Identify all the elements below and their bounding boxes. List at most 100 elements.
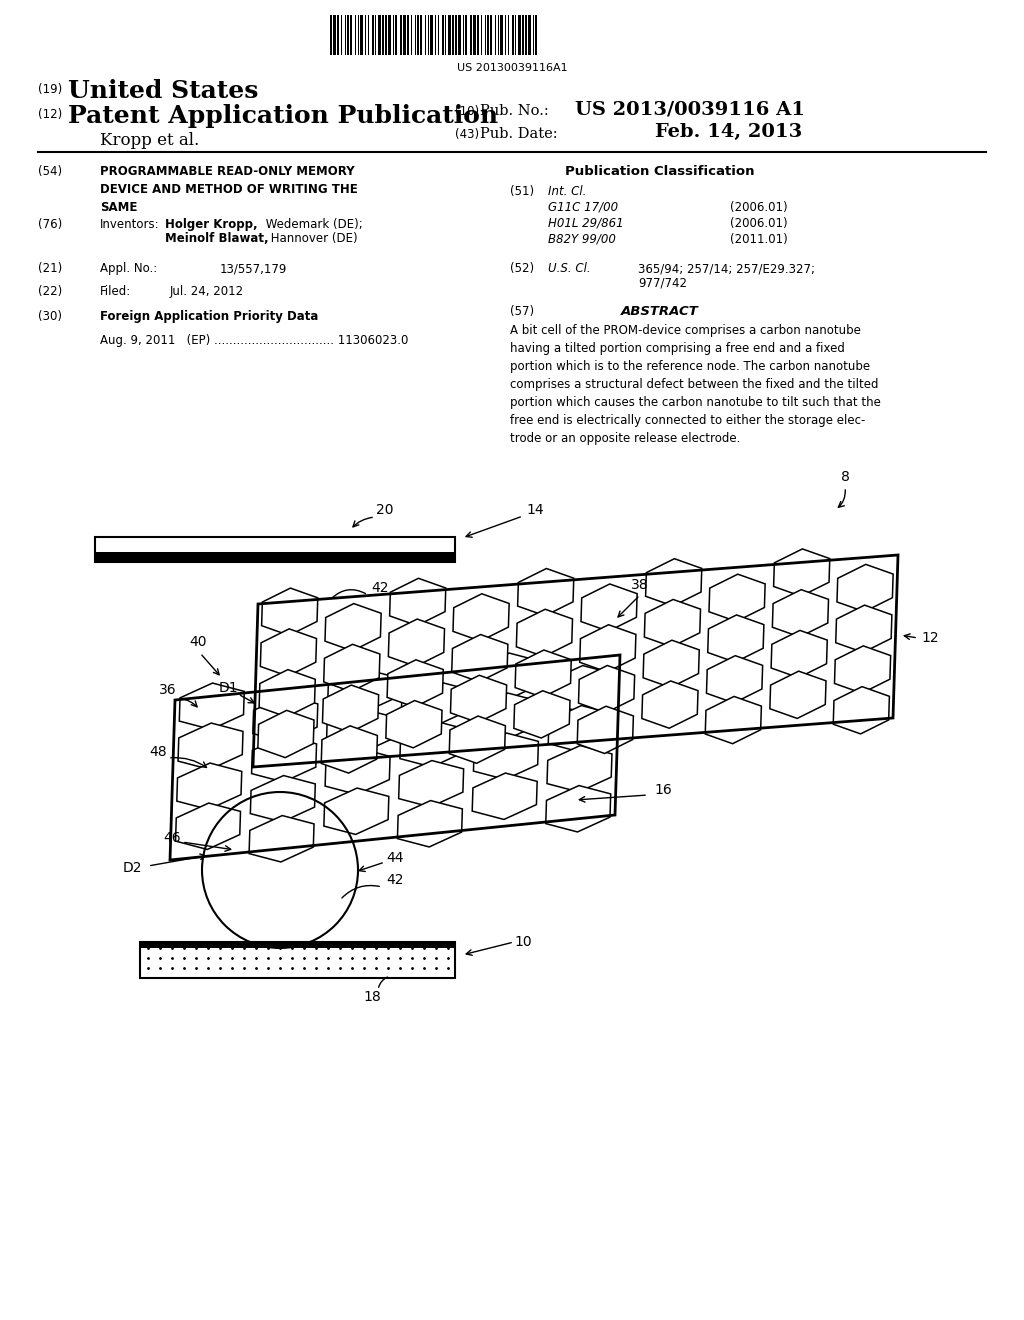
Text: ABSTRACT: ABSTRACT xyxy=(622,305,698,318)
Text: United States: United States xyxy=(68,79,258,103)
Text: 42: 42 xyxy=(372,581,389,595)
Polygon shape xyxy=(514,690,570,738)
Bar xyxy=(360,15,362,55)
Text: 42: 42 xyxy=(386,873,403,887)
Text: Publication Classification: Publication Classification xyxy=(565,165,755,178)
Bar xyxy=(350,15,352,55)
Polygon shape xyxy=(326,748,390,795)
Text: (2006.01): (2006.01) xyxy=(730,201,787,214)
Polygon shape xyxy=(770,671,826,718)
Bar xyxy=(465,15,467,55)
Polygon shape xyxy=(398,760,464,807)
Polygon shape xyxy=(476,653,541,700)
Text: (2006.01): (2006.01) xyxy=(730,216,787,230)
Bar xyxy=(470,15,472,55)
Text: 365/94; 257/14; 257/E29.327;: 365/94; 257/14; 257/E29.327; xyxy=(638,261,815,275)
Polygon shape xyxy=(708,615,764,663)
Bar xyxy=(528,15,531,55)
Text: Jul. 24, 2012: Jul. 24, 2012 xyxy=(170,285,244,298)
Bar xyxy=(430,15,433,55)
Polygon shape xyxy=(644,599,700,647)
Text: (12): (12) xyxy=(38,108,62,121)
Polygon shape xyxy=(550,665,614,711)
Polygon shape xyxy=(178,723,243,770)
Text: A bit cell of the PROM-device comprises a carbon nanotube
having a tilted portio: A bit cell of the PROM-device comprises … xyxy=(510,323,881,445)
Polygon shape xyxy=(177,763,242,809)
Polygon shape xyxy=(324,788,389,834)
Bar xyxy=(330,15,332,55)
Bar xyxy=(388,15,391,55)
Bar xyxy=(378,15,381,55)
Bar xyxy=(372,15,374,55)
Polygon shape xyxy=(249,816,314,862)
Polygon shape xyxy=(328,668,392,714)
Polygon shape xyxy=(472,774,538,820)
Polygon shape xyxy=(581,583,637,631)
Polygon shape xyxy=(401,681,466,727)
Text: 44: 44 xyxy=(386,851,403,865)
Text: H01L 29/861: H01L 29/861 xyxy=(548,216,624,230)
Bar xyxy=(347,15,349,55)
Text: 13/557,179: 13/557,179 xyxy=(220,261,288,275)
Text: 10: 10 xyxy=(514,935,531,949)
Polygon shape xyxy=(516,610,572,656)
Text: Int. Cl.: Int. Cl. xyxy=(548,185,587,198)
Text: Wedemark (DE);: Wedemark (DE); xyxy=(262,218,362,231)
Polygon shape xyxy=(179,682,245,730)
Bar xyxy=(385,15,387,55)
Bar xyxy=(512,15,514,55)
Text: (22): (22) xyxy=(38,285,62,298)
Text: (2011.01): (2011.01) xyxy=(730,234,787,246)
Text: 38: 38 xyxy=(631,578,649,591)
Bar xyxy=(522,15,524,55)
Text: US 20130039116A1: US 20130039116A1 xyxy=(457,63,567,73)
Bar xyxy=(442,15,444,55)
Polygon shape xyxy=(579,665,635,713)
Text: 16: 16 xyxy=(654,783,672,797)
Polygon shape xyxy=(260,628,316,676)
Text: D2: D2 xyxy=(122,861,141,875)
Bar xyxy=(333,15,336,55)
Bar xyxy=(458,15,461,55)
Bar xyxy=(337,15,339,55)
Text: Patent Application Publication: Patent Application Publication xyxy=(68,104,498,128)
Text: 48: 48 xyxy=(150,744,167,759)
Bar xyxy=(500,15,503,55)
Polygon shape xyxy=(250,776,315,822)
Polygon shape xyxy=(324,644,380,692)
Bar xyxy=(535,15,537,55)
Polygon shape xyxy=(325,603,381,651)
Text: Aug. 9, 2011   (EP) ................................ 11306023.0: Aug. 9, 2011 (EP) ......................… xyxy=(100,334,409,347)
Bar xyxy=(400,15,402,55)
Text: Kropp et al.: Kropp et al. xyxy=(100,132,200,149)
Bar xyxy=(407,15,409,55)
Text: 14: 14 xyxy=(526,503,544,517)
Bar xyxy=(449,15,451,55)
Text: G11C 17/00: G11C 17/00 xyxy=(548,201,618,214)
Text: (19): (19) xyxy=(38,83,62,96)
Text: (57): (57) xyxy=(510,305,535,318)
Bar xyxy=(477,15,479,55)
Text: Foreign Application Priority Data: Foreign Application Priority Data xyxy=(100,310,318,323)
Text: Inventors:: Inventors: xyxy=(100,218,160,231)
Polygon shape xyxy=(547,746,612,792)
Polygon shape xyxy=(548,706,613,752)
Polygon shape xyxy=(772,590,828,638)
Polygon shape xyxy=(253,696,317,742)
Polygon shape xyxy=(386,701,442,748)
Text: (76): (76) xyxy=(38,218,62,231)
Polygon shape xyxy=(397,800,463,847)
Text: Feb. 14, 2013: Feb. 14, 2013 xyxy=(655,123,802,141)
Polygon shape xyxy=(175,803,241,850)
Text: Appl. No.:: Appl. No.: xyxy=(100,261,158,275)
Polygon shape xyxy=(258,710,314,758)
Text: (52): (52) xyxy=(510,261,535,275)
Polygon shape xyxy=(645,558,701,606)
Text: (30): (30) xyxy=(38,310,62,323)
Text: 977/742: 977/742 xyxy=(638,276,687,289)
Text: 20: 20 xyxy=(376,503,394,517)
Text: (51): (51) xyxy=(510,185,535,198)
Polygon shape xyxy=(642,681,698,729)
Polygon shape xyxy=(706,697,762,743)
Text: D1: D1 xyxy=(218,681,238,696)
